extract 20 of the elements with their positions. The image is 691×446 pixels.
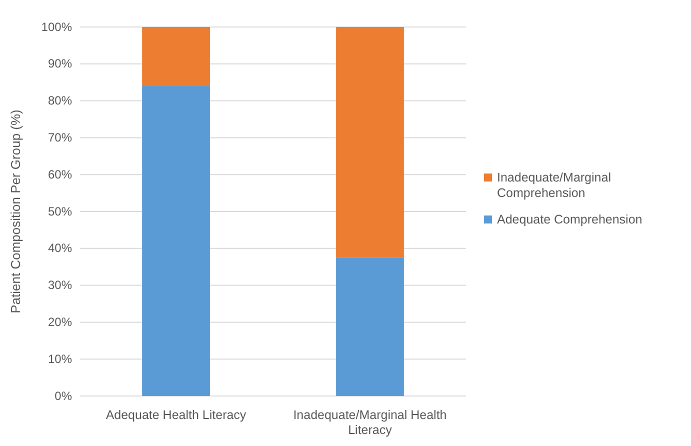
y-tick-label: 90% — [48, 56, 72, 71]
y-tick-label: 100% — [41, 20, 72, 34]
y-tick-label: 80% — [48, 94, 72, 108]
y-tick-label: 0% — [54, 388, 72, 403]
y-tick-label: 50% — [48, 204, 72, 218]
y-axis-title: Patient Composition Per Group (%) — [8, 110, 23, 314]
y-tick-label: 30% — [48, 278, 72, 292]
bar — [336, 258, 404, 396]
y-tick-label: 20% — [48, 315, 72, 330]
x-tick-label: Inadequate/Marginal Health Literacy — [293, 408, 447, 437]
bar — [142, 27, 210, 86]
legend-label: Adequate Comprehension — [497, 212, 642, 226]
bar — [142, 86, 210, 396]
bar — [336, 27, 404, 258]
legend-label: Inadequate/Marginal Comprehension — [497, 170, 611, 200]
y-tick-label: 10% — [48, 352, 72, 366]
y-tick-label: 40% — [48, 241, 72, 256]
y-tick-label: 70% — [48, 130, 72, 145]
x-tick-label: Adequate Health Literacy — [106, 408, 247, 422]
y-tick-label: 60% — [48, 167, 72, 182]
